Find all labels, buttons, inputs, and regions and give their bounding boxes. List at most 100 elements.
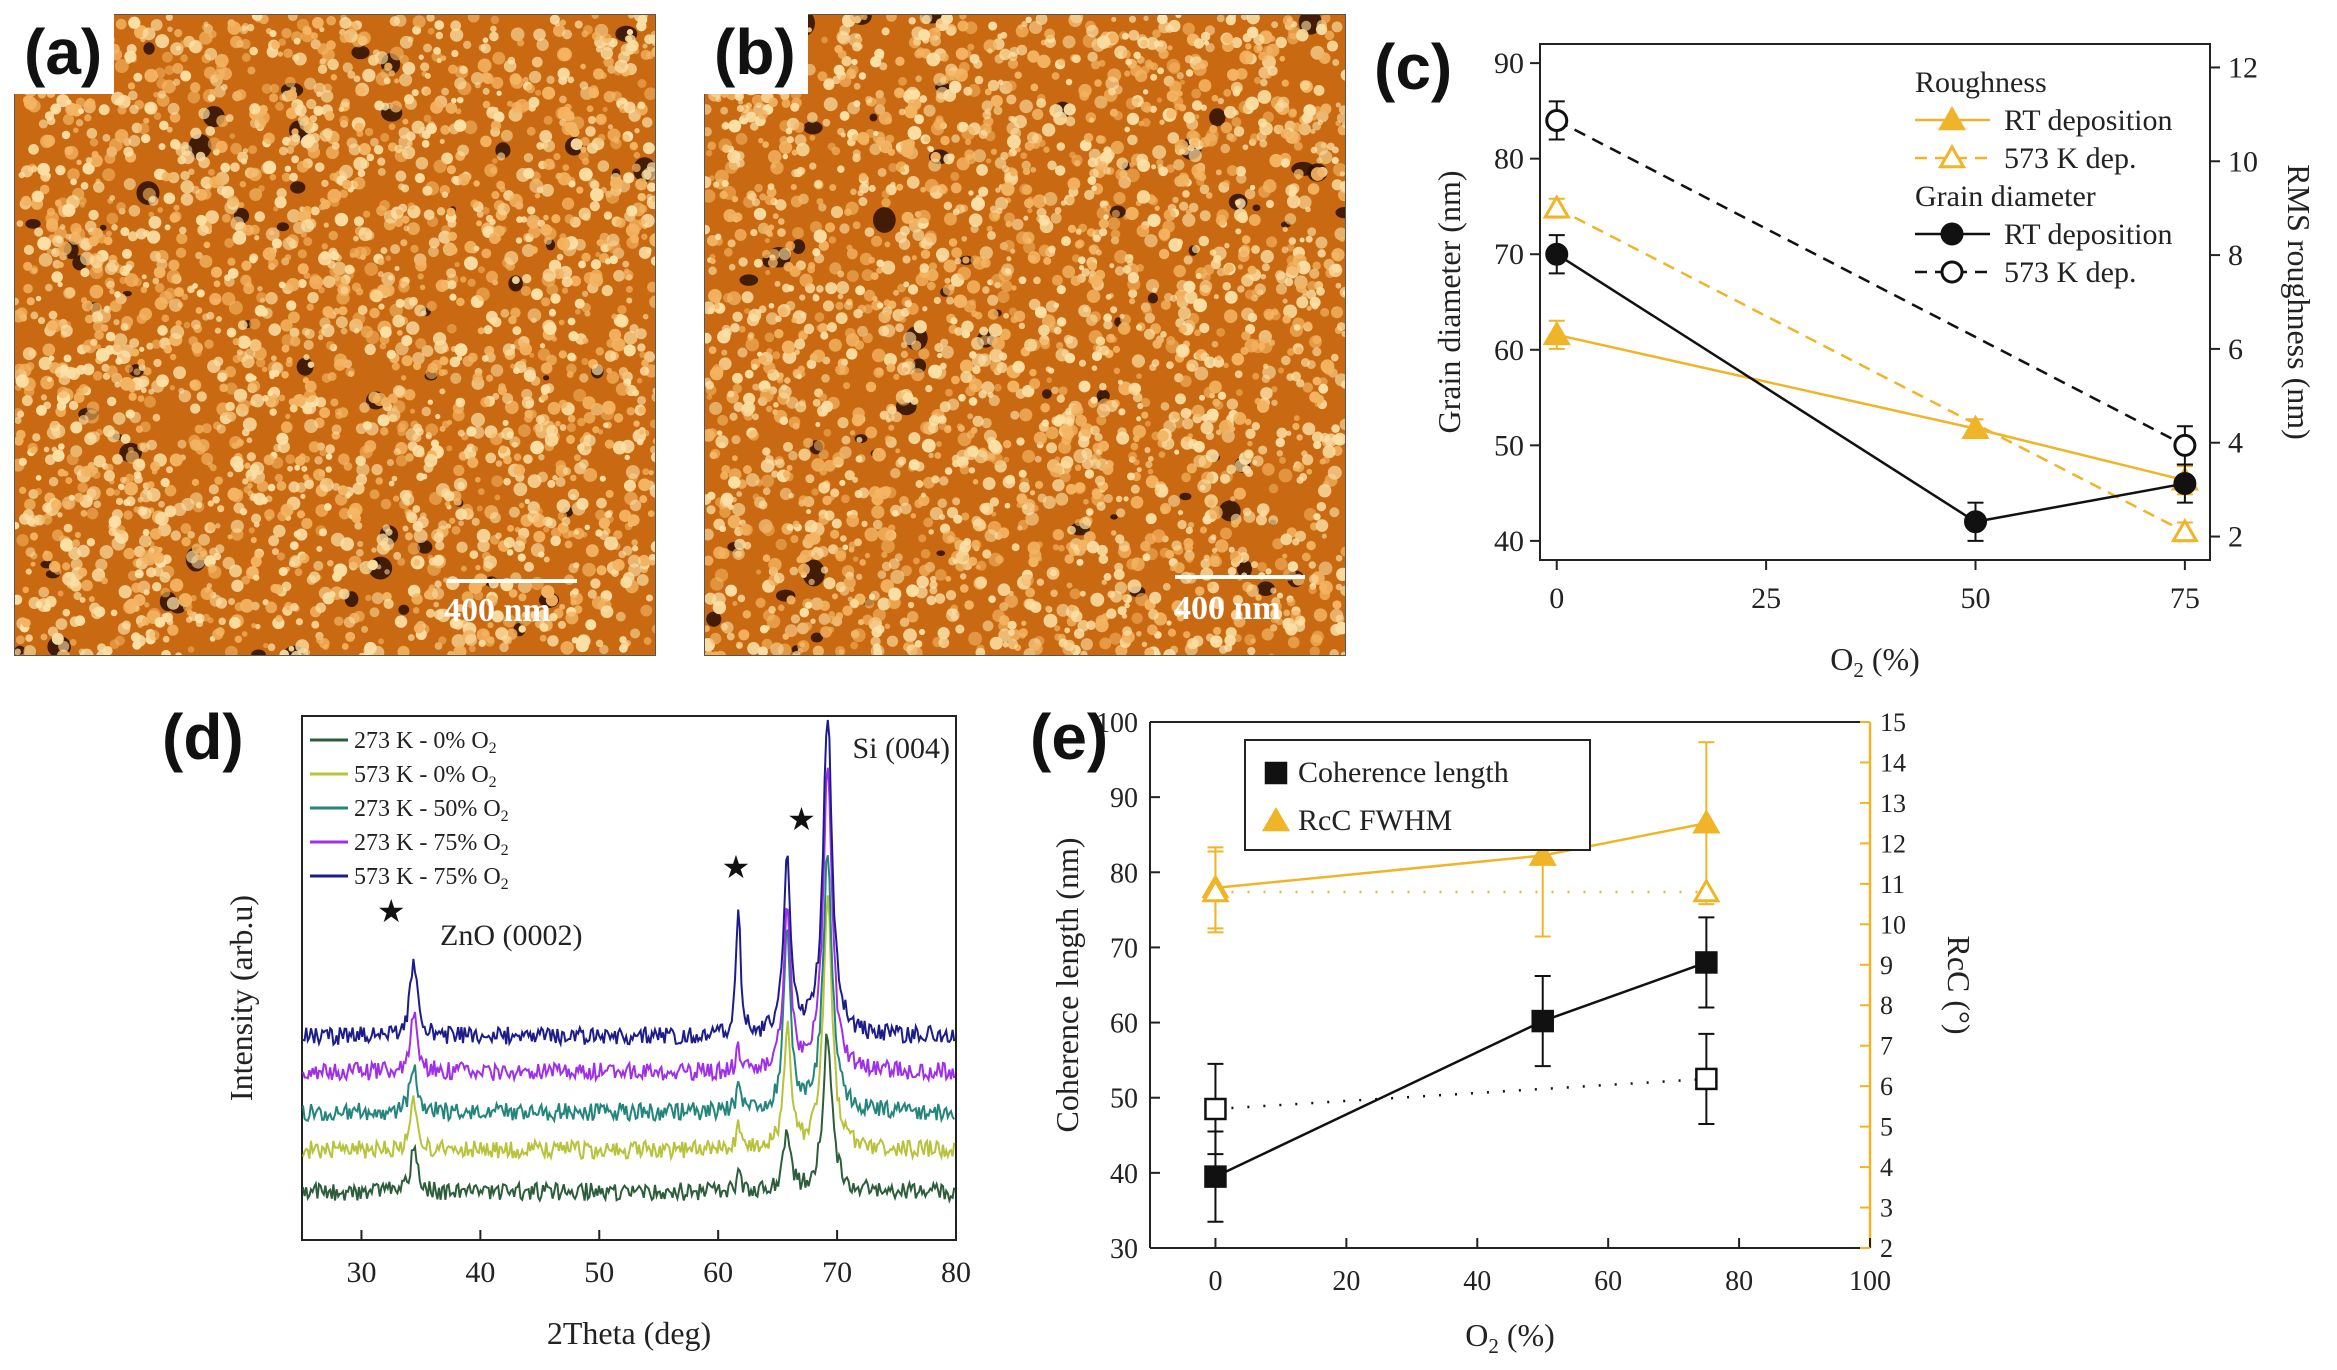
afm-grain [477,488,485,495]
afm-grain [446,165,456,175]
afm-grain [132,640,142,650]
afm-grain [791,317,797,323]
afm-grain [1077,539,1090,552]
afm-grain [1043,146,1050,153]
afm-grain [431,529,444,542]
afm-grain [210,266,223,278]
afm-grain [1243,511,1256,523]
afm-grain [183,321,191,329]
afm-grain [799,273,813,287]
afm-grain [637,343,646,352]
afm-grain [933,296,941,305]
afm-grain [989,348,1004,363]
afm-grain [73,392,85,403]
afm-grain [226,195,239,207]
afm-image-a [14,14,656,656]
afm-grain [871,505,885,519]
afm-grain [987,294,999,306]
afm-grain [953,294,968,308]
afm-grain [463,40,472,49]
afm-grain [527,409,537,419]
afm-grain [254,211,266,222]
afm-grain [753,207,767,221]
afm-grain [445,102,458,114]
afm-grain [1195,586,1205,596]
afm-grain [1287,561,1299,572]
afm-grain [35,475,42,481]
afm-grain [1049,324,1055,331]
afm-grain [89,138,99,147]
afm-grain [1038,139,1046,148]
afm-grain [705,592,717,605]
afm-grain [599,475,606,482]
afm-grain [467,352,478,363]
afm-grain [1094,618,1109,633]
afm-grain [1095,135,1105,144]
afm-grain [469,550,479,559]
afm-grain [294,568,303,577]
afm-grain [74,492,84,503]
afm-grain [441,87,450,96]
afm-grain [737,347,748,358]
afm-grain [15,363,25,375]
afm-grain [635,328,647,340]
afm-grain [256,292,267,303]
afm-grain [328,230,338,241]
afm-grain [32,190,45,203]
afm-grain [584,524,591,531]
afm-grain [369,489,380,500]
afm-grain [141,274,147,280]
afm-grain [920,186,927,193]
afm-grain [383,77,391,85]
afm-grain [316,636,325,645]
afm-grain [644,87,655,101]
afm-grain [993,106,1003,116]
afm-grain [54,366,66,378]
afm-grain [175,45,181,51]
afm-grain [1094,433,1103,442]
afm-grain [929,580,938,589]
afm-grain [1043,256,1052,265]
scale-bar-label-a: 400 nm [444,592,551,629]
afm-grain [480,396,491,408]
afm-grain [159,120,169,131]
afm-grain [295,618,304,626]
afm-grain [402,118,409,125]
afm-grain [1245,428,1256,439]
afm-grain [1051,274,1063,286]
afm-grain [1019,99,1033,114]
afm-grain [1009,46,1020,57]
afm-grain [1200,558,1211,569]
afm-grain [326,478,333,485]
afm-grain [558,350,567,359]
afm-grain [830,529,840,539]
afm-grain [225,401,235,412]
afm-grain [1048,460,1054,467]
afm-grain [950,171,960,181]
afm-grain [649,445,655,454]
afm-grain [1302,382,1314,393]
afm-grain [143,589,150,596]
afm-grain [886,363,896,373]
afm-grain [788,450,798,461]
afm-grain [1258,445,1268,455]
afm-grain [709,632,722,645]
afm-grain [180,144,193,157]
afm-grain [232,230,247,245]
afm-grain [595,509,606,521]
afm-grain [485,594,498,607]
afm-grain [180,193,194,206]
afm-grain [1133,459,1140,466]
afm-grain [249,255,258,264]
afm-grain [775,458,785,469]
afm-pore [1335,207,1345,219]
afm-grain [1228,546,1235,553]
afm-grain [195,151,206,162]
afm-grain [712,600,727,615]
afm-grain [249,318,261,330]
afm-grain [744,308,750,314]
afm-grain [263,642,269,649]
afm-grain [1087,261,1097,271]
afm-grain [1127,272,1140,284]
afm-grain [299,553,310,564]
